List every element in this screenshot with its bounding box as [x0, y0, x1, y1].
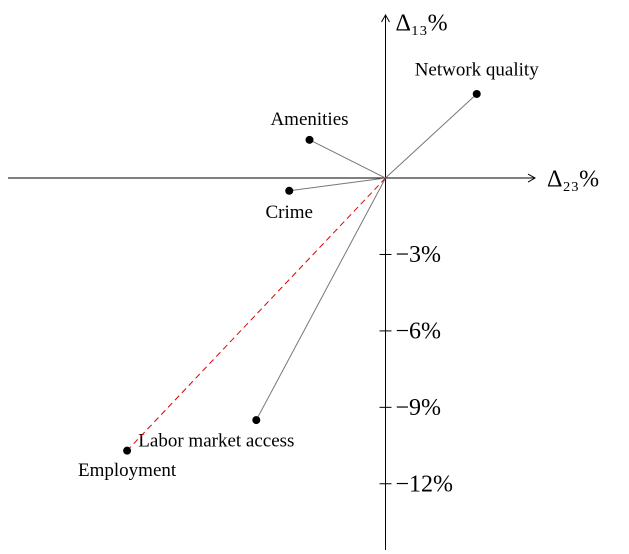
point-label: Employment [78, 460, 177, 481]
point-label: Crime [265, 202, 313, 223]
point-label: Labor market access [138, 430, 294, 451]
y-tick-label: −6% [396, 318, 442, 344]
vector [255, 177, 386, 421]
vector [126, 177, 386, 451]
vector [309, 139, 386, 179]
x-axis-label: Δ₂₃% [547, 167, 599, 193]
point [305, 135, 314, 144]
point-label: Amenities [270, 109, 348, 130]
point [285, 186, 294, 195]
point-label: Network quality [415, 59, 540, 80]
y-tick-label: −12% [396, 471, 454, 497]
y-tick-label: −9% [396, 395, 442, 421]
point [252, 416, 261, 425]
vector [385, 93, 478, 179]
y-tick-label: −3% [396, 242, 442, 268]
y-axis-label: Δ₁₃% [396, 11, 448, 37]
point [472, 89, 481, 98]
point [123, 446, 132, 455]
vector [289, 177, 386, 192]
